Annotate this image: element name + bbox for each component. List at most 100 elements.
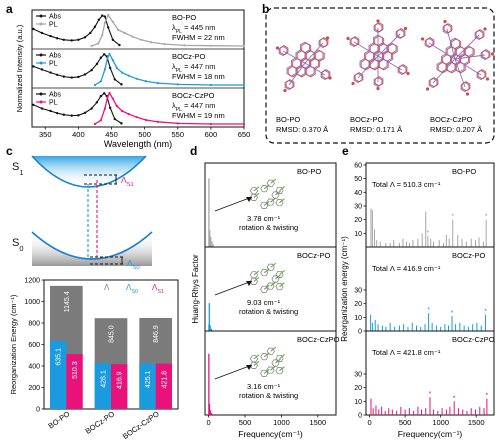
subplot-name: BOCz-CzPO — [172, 91, 215, 100]
molecule-ring — [320, 69, 330, 81]
molecule-atom — [490, 52, 495, 56]
molecule-bond — [446, 28, 456, 60]
pl-point — [209, 44, 212, 47]
molecule-atom — [483, 27, 487, 31]
key-mode-star: * — [486, 393, 489, 400]
molecule-ring-overlay — [374, 35, 385, 47]
abs-point — [99, 56, 103, 59]
abs-point — [93, 25, 97, 28]
mode-description: rotation & twisting — [239, 223, 298, 232]
molecule-ring — [284, 79, 294, 91]
subplot-name: BO-PO — [297, 167, 321, 176]
bar-s1-label: 416.9 — [117, 371, 124, 389]
molecule-atom — [403, 26, 408, 31]
molecule-ring — [266, 198, 275, 206]
molecule-ring-overlay — [374, 22, 384, 33]
abs-point — [113, 78, 117, 81]
key-mode-star: * — [451, 214, 454, 221]
molecule-ring-overlay — [319, 37, 329, 48]
molecule-ring — [318, 37, 328, 49]
molecule-ring-overlay — [321, 69, 331, 80]
pl-point — [90, 44, 93, 48]
pl-point — [176, 122, 179, 125]
molecule-ring — [480, 49, 490, 61]
pl-point — [99, 80, 102, 83]
legend-abs-marker — [39, 92, 43, 96]
legend-abs-label: Abs — [49, 14, 62, 21]
mode-frequency: 9.03 cm⁻¹ — [247, 298, 281, 307]
displacement-vector — [279, 269, 286, 275]
bar-total-label: 845.0 — [109, 325, 116, 343]
displacement-vector — [279, 366, 285, 372]
molecule-ring — [442, 23, 452, 35]
abs-point — [55, 37, 59, 40]
category-label: BO-PO — [47, 409, 72, 430]
x-tick-label: 1000 — [432, 418, 449, 427]
molecule-atom — [376, 19, 380, 23]
molecule-ring-overlay — [429, 77, 439, 88]
molecule-ring — [424, 37, 434, 49]
displacement-vector — [279, 353, 286, 359]
pl-point — [156, 82, 159, 85]
molecule-ring-overlay — [287, 65, 298, 78]
pl-point — [127, 74, 130, 77]
panel-e-reorganization-spectrum: * * * 10 20 30 40 50 60 BO-PO Total Λ = 510.3 cm⁻¹… — [340, 162, 495, 439]
pl-point — [242, 44, 246, 48]
molecule-ring-overlay — [350, 36, 360, 47]
pl-point — [103, 107, 106, 110]
key-mode-star: * — [484, 309, 487, 316]
legend-entry: ΛS0 — [126, 283, 138, 295]
x-tick-label: 1000 — [273, 418, 290, 427]
y-tick-label: 20 — [354, 385, 362, 392]
molecule-ring — [271, 191, 280, 199]
bar-total-label: 1145.4 — [64, 291, 71, 312]
molecule-ring-overlay — [279, 45, 289, 56]
displacement-vector — [275, 190, 281, 196]
structure-rmsd: RMSD: 0.370 Å — [276, 125, 328, 134]
molecule-ring-overlay — [396, 28, 406, 39]
molecule-ring — [249, 187, 259, 195]
y-axis-label: Normalized Intensity (a.u.) — [15, 24, 24, 112]
pl-point — [135, 77, 138, 80]
molecule-atom — [283, 88, 287, 93]
fwhm-label: FWHM = 19 nm — [172, 111, 225, 120]
displacement-vector — [270, 281, 276, 287]
x-tick-label: 500 — [399, 418, 412, 427]
molecule-atom — [346, 36, 350, 41]
displacement-vector — [270, 346, 277, 352]
abs-point — [95, 62, 99, 66]
legend-pl-label: PL — [49, 100, 58, 107]
y-tick-label: 400 — [28, 364, 40, 371]
y-tick-label: 1200 — [24, 278, 40, 285]
x-tick-label: 500 — [239, 418, 252, 427]
legend-entry: Λ — [104, 283, 110, 292]
y-axis-label: Reorganization energy (cm⁻¹) — [340, 236, 349, 342]
pl-point — [183, 44, 186, 47]
molecule-ring — [428, 77, 438, 89]
x-tick-label: 400 — [72, 130, 85, 139]
abs-point — [62, 75, 65, 78]
molecule-ring — [476, 69, 486, 81]
key-mode-star: * — [427, 307, 430, 314]
abs-point — [106, 26, 110, 29]
pointer-arrow — [246, 281, 252, 286]
pl-point — [121, 71, 124, 74]
molecule-ring — [275, 270, 284, 278]
x-axis-label: Wavelength (nm) — [104, 139, 172, 149]
pl-point — [140, 38, 143, 41]
molecule-atom — [351, 81, 355, 86]
x-tick-label: 0 — [367, 418, 371, 427]
bar-s1-label: 421.8 — [161, 371, 168, 389]
bar-s0 — [50, 340, 67, 409]
displacement-vector — [263, 200, 270, 206]
lambda-s0-label: ΛS0 — [127, 258, 140, 271]
abs-point — [111, 38, 115, 41]
displacement-vector — [275, 274, 281, 280]
pl-point — [242, 122, 246, 126]
abs-line — [33, 14, 120, 46]
y-axis-label: Reorganization Energy (cm⁻¹) — [9, 294, 18, 394]
molecule-ring — [395, 28, 405, 40]
x-tick-label: 1500 — [468, 418, 485, 427]
abs-point — [103, 15, 107, 18]
